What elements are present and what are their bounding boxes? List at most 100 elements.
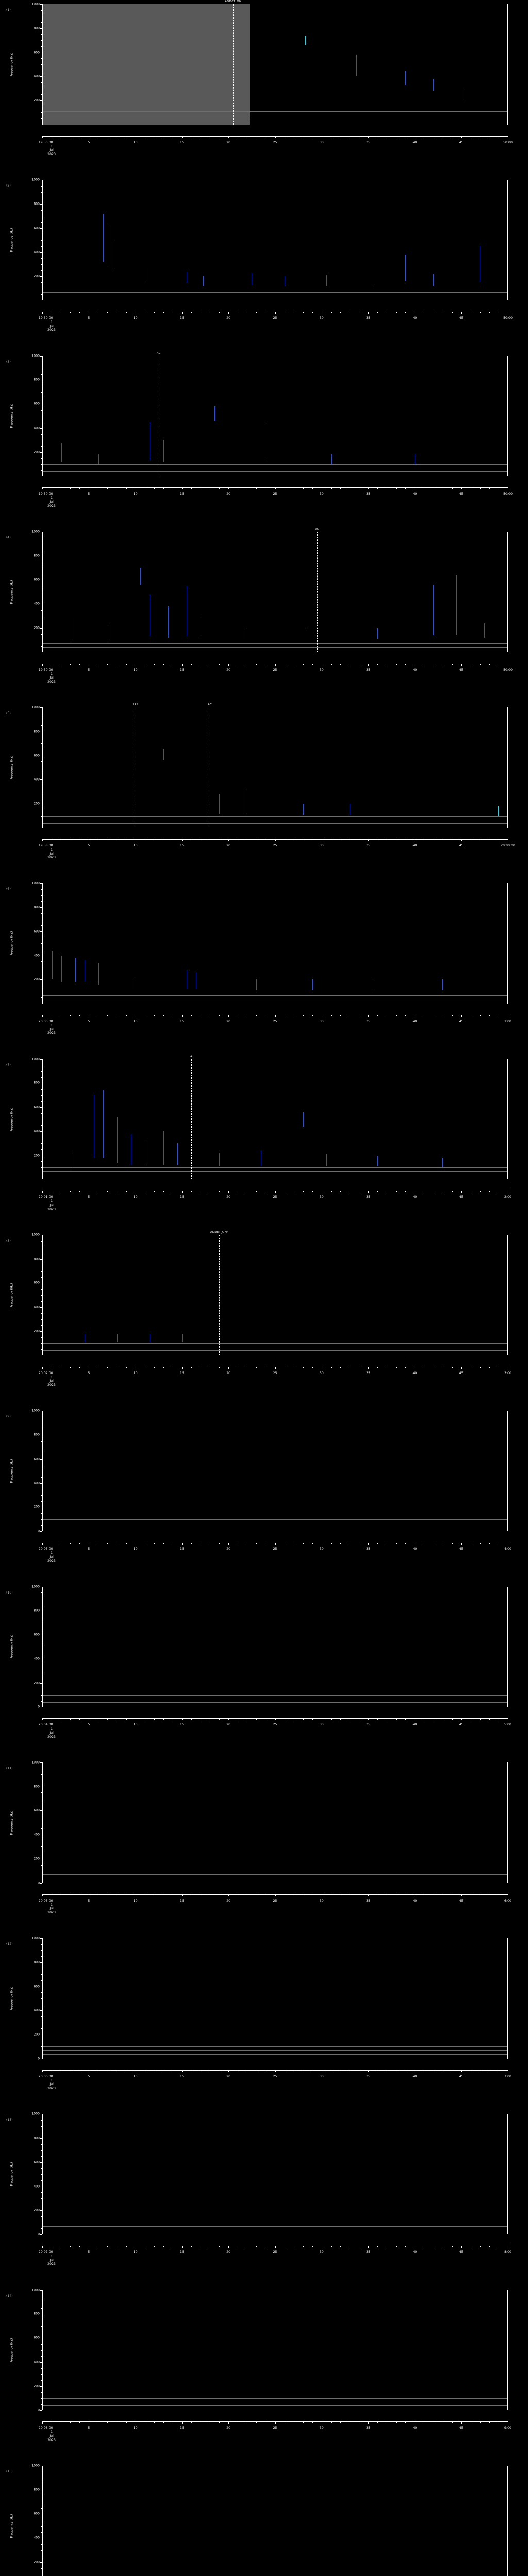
x-tick-mark-minor — [452, 1015, 453, 1016]
x-tick-mark — [275, 663, 276, 666]
x-tick-label: 15 — [179, 2250, 184, 2255]
spectrogram-plot-area[interactable] — [42, 1938, 508, 2059]
y-tick-mark — [40, 452, 42, 453]
x-tick-mark-minor — [489, 663, 490, 665]
y-tick-mark-minor — [41, 2526, 42, 2527]
x-tick-label: 30 — [319, 316, 324, 320]
x-tick-mark-minor — [219, 663, 220, 665]
x-axis: 20:07:00 5 10 15 20 25 30 35 40 45 8:00 1 Jul 2023 — [39, 2246, 512, 2277]
y-tick-mark-minor — [41, 2168, 42, 2169]
y-tick-mark — [40, 76, 42, 77]
x-tick-mark-minor — [340, 135, 341, 138]
y-tick-mark-minor — [41, 1095, 42, 1096]
x-tick-mark — [182, 2246, 183, 2248]
x-tick-mark — [461, 1718, 462, 1721]
spectrogram-plot-area[interactable] — [42, 883, 508, 1004]
x-axis-date-part: Jul — [50, 500, 54, 504]
signal-trace — [433, 274, 434, 286]
x-tick-mark — [42, 1543, 43, 1545]
spectrogram-plot-area[interactable] — [42, 1059, 508, 1180]
x-tick-label: 45 — [459, 1899, 464, 1903]
x-tick-mark-minor — [247, 1015, 248, 1016]
x-tick-label: 45 — [459, 492, 464, 496]
x-axis-date-part: 1 — [51, 1024, 53, 1028]
x-tick-mark — [275, 1718, 276, 1721]
spectrogram-plot-area[interactable] — [42, 1234, 508, 1355]
x-axis-date-part: 1 — [51, 144, 53, 148]
x-tick-mark-minor — [79, 2421, 80, 2423]
x-tick-mark-minor — [256, 1543, 257, 1544]
spectrogram-plot-area[interactable] — [42, 180, 508, 301]
x-tick-mark — [368, 1718, 369, 1721]
x-tick-mark-minor — [247, 2246, 248, 2247]
y-tick-label: 1000 — [31, 2288, 40, 2292]
x-tick-mark-minor — [331, 1191, 332, 1192]
y-axis: Frequency (Hz) 0 200 400 600 800 1000 — [0, 2112, 42, 2236]
y-tick-mark — [40, 1962, 42, 1963]
x-tick-mark-minor — [340, 2421, 341, 2423]
x-tick-label: 30 — [319, 1723, 324, 1727]
spectrogram-plot-area[interactable] — [42, 4, 508, 125]
x-tick-mark-minor — [489, 1191, 490, 1192]
x-tick-mark-minor — [126, 2070, 127, 2072]
x-tick-label: 30 — [319, 1547, 324, 1551]
spectrogram-plot-area[interactable] — [42, 1411, 508, 1532]
x-tick-mark-minor — [303, 2421, 304, 2423]
horizontal-band-line — [43, 292, 507, 293]
y-axis: Frequency (Hz) 200 400 600 800 1000 — [0, 882, 42, 1004]
horizontal-band-line — [43, 2398, 507, 2399]
x-tick-mark — [461, 135, 462, 138]
signal-trace — [456, 575, 457, 635]
y-tick-mark-minor — [41, 2046, 42, 2047]
spectrogram-panel: (1) Frequency (Hz) 200 400 600 800 1000 ADDET_O… — [0, 0, 528, 176]
x-tick-label: 10 — [133, 492, 138, 496]
spectrogram-plot-area[interactable] — [42, 707, 508, 828]
x-tick-mark-minor — [396, 1894, 397, 1896]
y-tick-mark-minor — [41, 2192, 42, 2193]
x-axis: 20:02:00 5 10 15 20 25 30 35 40 45 3:00 1 Jul 2023 — [39, 1366, 512, 1398]
no-data-block — [43, 4, 250, 125]
x-tick-mark-minor — [480, 1015, 481, 1016]
spectrogram-plot-area[interactable] — [42, 2465, 508, 2576]
spectrogram-plot-area[interactable] — [42, 2290, 508, 2411]
x-tick-mark-minor — [163, 135, 164, 138]
x-tick-mark-minor — [191, 487, 192, 489]
x-tick-mark-minor — [396, 1191, 397, 1192]
x-axis: 20:08:00 5 10 15 20 25 30 35 40 45 9:00 1 Jul 2023 — [39, 2421, 512, 2452]
y-tick-mark — [40, 1883, 42, 1884]
x-tick-label: 35 — [366, 1195, 371, 1199]
x-tick-mark-minor — [340, 839, 341, 841]
panel-inner: (9) Frequency (Hz) 0 200 400 600 800 1000 20:03:… — [0, 1406, 528, 1582]
signal-trace — [214, 406, 216, 421]
x-tick-mark — [368, 487, 369, 490]
x-tick-mark-minor — [377, 135, 378, 138]
horizontal-band-line — [43, 2054, 507, 2055]
y-tick-mark-minor — [41, 609, 42, 611]
y-tick-mark-minor — [41, 2326, 42, 2327]
x-tick-mark-minor — [126, 663, 127, 665]
x-tick-mark-minor — [377, 1718, 378, 1720]
x-tick-label: 10 — [133, 1547, 138, 1551]
spectrogram-plot-area[interactable] — [42, 1762, 508, 1883]
y-tick-mark-minor — [41, 374, 42, 375]
x-tick-label: 30 — [319, 2426, 324, 2430]
x-tick-mark-minor — [256, 135, 257, 138]
x-tick-label: 5 — [88, 316, 90, 320]
horizontal-band-line — [43, 1171, 507, 1172]
spectrogram-plot-area[interactable] — [42, 1586, 508, 1707]
x-tick-mark-minor — [219, 312, 220, 313]
signal-trace — [163, 748, 164, 760]
spectrogram-plot-area[interactable] — [42, 355, 508, 477]
signal-trace — [98, 962, 100, 985]
y-axis-label: Frequency (Hz) — [10, 931, 14, 956]
x-tick-mark — [182, 2421, 183, 2424]
y-tick-mark-minor — [41, 22, 42, 23]
spectrogram-plot-area[interactable] — [42, 531, 508, 652]
signal-trace — [433, 584, 434, 635]
x-tick-mark-minor — [405, 2246, 406, 2247]
spectrogram-plot-area[interactable] — [42, 2114, 508, 2235]
x-tick-mark-minor — [126, 1894, 127, 1896]
panel-number: (2) — [6, 184, 11, 188]
panel-number: (9) — [6, 1415, 11, 1419]
x-axis: 19:50:00 5 10 15 20 25 30 35 40 45 50:00 1 Jul 2023 — [39, 663, 513, 694]
